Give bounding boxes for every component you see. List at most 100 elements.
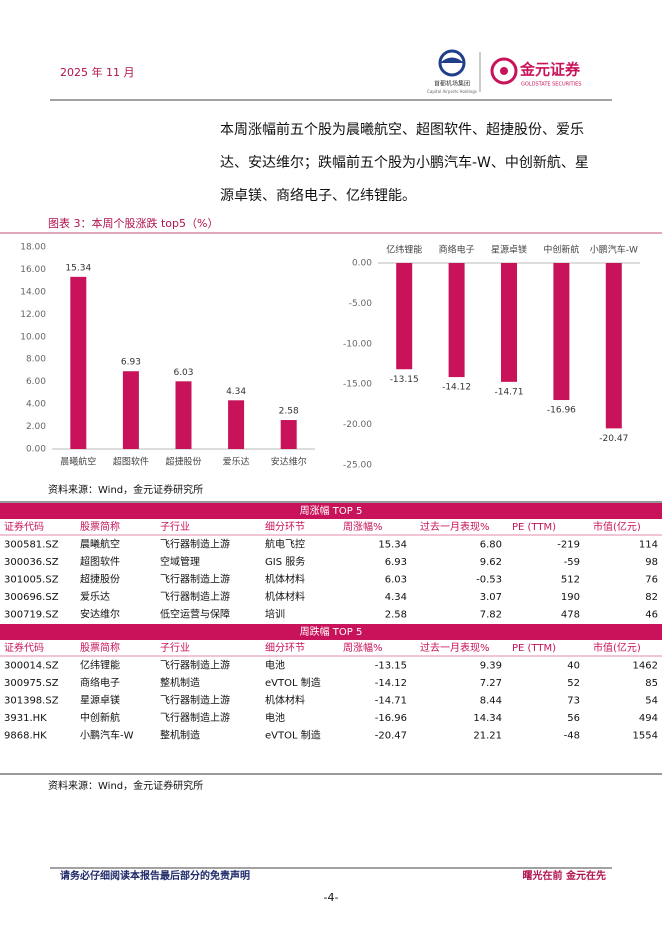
section-title: 周涨幅 TOP 5 — [300, 504, 363, 517]
page-number: -4- — [324, 891, 339, 904]
table-cell: 6.03 — [385, 575, 407, 586]
logo-text: GOLDSTATE SECURITIES — [521, 82, 581, 88]
logo-airport: 首都机场集团 Capital Airports Holdings — [427, 49, 477, 94]
column-header: 证券代码 — [4, 641, 44, 654]
bar — [501, 263, 517, 382]
table-cell: 飞行器制造上游 — [160, 711, 230, 724]
column-header: 证券代码 — [4, 520, 44, 533]
section-bar — [0, 624, 662, 640]
table-cell: 9868.HK — [4, 731, 47, 742]
table-cell: -0.53 — [476, 575, 502, 586]
table-cell: -48 — [564, 731, 580, 742]
table-cell: GIS 服务 — [265, 555, 305, 568]
table-cell: 4.34 — [385, 592, 407, 603]
x-tick-label: 安达维尔 — [271, 456, 307, 468]
table-cell: 54 — [645, 696, 658, 707]
table-cell: 21.21 — [473, 731, 502, 742]
table-cell: -13.15 — [375, 661, 407, 672]
table-cell: 6.80 — [480, 540, 502, 551]
logo-text: Capital Airports Holdings — [427, 89, 477, 94]
figure-title: 图表 3：本周个股涨跌 top5（%） — [48, 216, 218, 230]
value-label: -13.15 — [390, 375, 419, 385]
table-cell: 6.93 — [385, 557, 407, 568]
x-tick-label: 小鹏汽车-W — [590, 244, 638, 256]
table-cell: 机体材料 — [265, 573, 305, 586]
table-cell: -14.71 — [375, 696, 407, 707]
table-cell: 1554 — [633, 731, 658, 742]
table-cell: 低空运营与保障 — [160, 608, 230, 621]
column-header: 过去一月表现% — [420, 641, 490, 654]
y-tick-label: 14.00 — [20, 287, 46, 297]
table-cell: 1462 — [633, 661, 658, 672]
column-header: 过去一月表现% — [420, 520, 490, 533]
column-header: 股票简称 — [80, 520, 120, 533]
table-cell: 85 — [645, 678, 658, 689]
table-cell: -20.47 — [375, 731, 407, 742]
table-cell: 晨曦航空 — [80, 538, 120, 551]
table-cell: 46 — [645, 610, 658, 621]
table-cell: 73 — [567, 696, 580, 707]
bar — [553, 263, 570, 401]
bar — [228, 400, 245, 449]
table-cell: 空域管理 — [160, 555, 200, 568]
y-tick-label: -5.00 — [349, 299, 373, 309]
x-tick-label: 晨曦航空 — [60, 456, 96, 468]
table-cell: 飞行器制造上游 — [160, 590, 230, 603]
table-cell: 494 — [639, 713, 658, 724]
table-cell: 301005.SZ — [4, 575, 59, 586]
bar — [396, 263, 413, 370]
bar — [122, 371, 139, 449]
table-cell: 培训 — [265, 608, 285, 621]
logo-text: 金元证券 — [519, 61, 581, 79]
table-cell: 52 — [567, 678, 580, 689]
table-cell: 飞行器制造上游 — [160, 538, 230, 551]
table-cell: 114 — [639, 540, 658, 551]
y-tick-label: 10.00 — [20, 332, 46, 342]
table-cell: 7.27 — [480, 678, 502, 689]
source-note: 资料来源：Wind，金元证券研究所 — [48, 779, 203, 792]
column-header: 子行业 — [160, 520, 190, 533]
y-tick-label: -15.00 — [343, 380, 372, 390]
table-cell: 商络电子 — [80, 676, 120, 689]
y-tick-label: 8.00 — [26, 355, 46, 365]
value-label: 6.03 — [173, 368, 193, 378]
logo-goldstate: 金元证券 GOLDSTATE SECURITIES — [490, 57, 581, 88]
table-cell: -59 — [564, 557, 580, 568]
value-label: -16.96 — [547, 406, 576, 416]
table-cell: 300014.SZ — [4, 661, 59, 672]
column-header: 周涨幅% — [343, 641, 383, 654]
table-cell: 56 — [567, 713, 580, 724]
column-header: 周涨幅% — [343, 520, 383, 533]
bar — [280, 420, 297, 449]
table-cell: 478 — [561, 610, 580, 621]
table-cell: 190 — [561, 592, 580, 603]
table-cell: 300581.SZ — [4, 540, 59, 551]
value-label: 15.34 — [65, 263, 91, 273]
table-cell: 整机制造 — [160, 676, 200, 689]
table-cell: 机体材料 — [265, 694, 305, 707]
table-cell: 小鹏汽车-W — [80, 729, 134, 742]
y-tick-label: 6.00 — [26, 377, 46, 387]
table-cell: 亿纬锂能 — [80, 659, 120, 672]
column-header: 细分环节 — [265, 520, 305, 533]
table-cell: 7.82 — [480, 610, 502, 621]
value-label: 4.34 — [226, 387, 246, 397]
table-cell: 300975.SZ — [4, 678, 59, 689]
table-cell: 飞行器制造上游 — [160, 573, 230, 586]
report-date: 2025 年 11 月 — [60, 65, 134, 79]
y-tick-label: -25.00 — [343, 461, 372, 471]
table-cell: 3.07 — [480, 592, 502, 603]
value-label: -14.12 — [442, 383, 471, 393]
table-cell: eVTOL 制造 — [265, 729, 321, 742]
y-tick-label: 2.00 — [26, 422, 46, 432]
value-label: -20.47 — [599, 434, 628, 444]
source-note: 资料来源：Wind，金元证券研究所 — [48, 483, 203, 496]
value-label: -14.71 — [494, 387, 523, 397]
table-cell: -14.12 — [375, 678, 407, 689]
table-cell: 超图软件 — [80, 555, 120, 568]
table-cell: 安达维尔 — [80, 608, 120, 621]
column-header: 股票简称 — [80, 641, 120, 654]
table-cell: 300719.SZ — [4, 610, 59, 621]
